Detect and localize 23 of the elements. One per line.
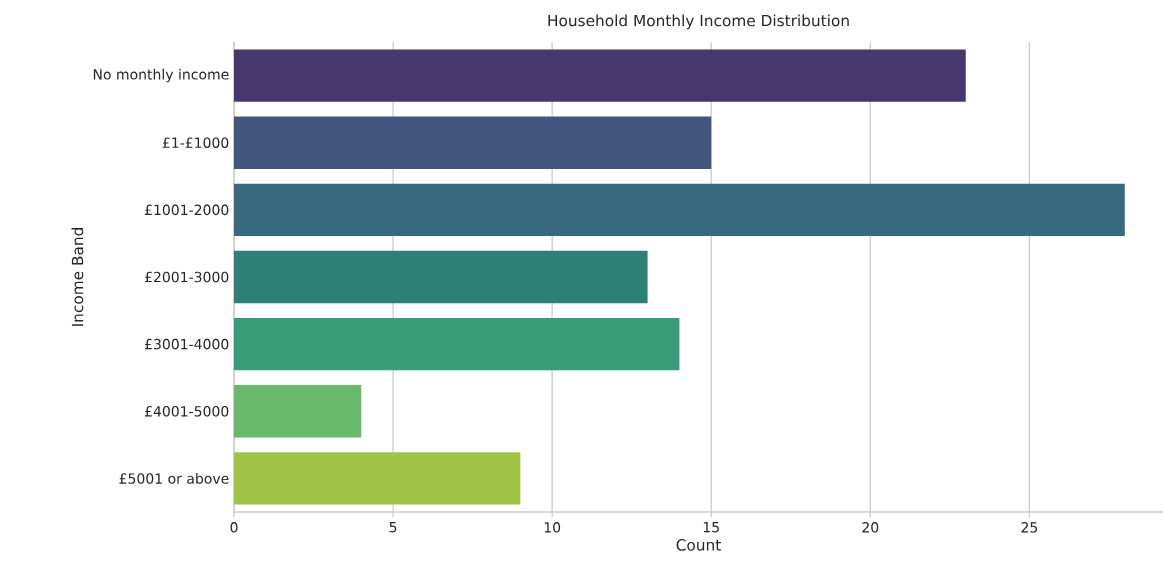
chart-title: Household Monthly Income Distribution [548, 14, 849, 30]
y-tick-label: £3001-4000 [144, 338, 229, 350]
y-tick-label: No monthly income [93, 68, 229, 83]
bar [234, 49, 966, 102]
x-tick-label: 15 [703, 522, 719, 533]
bar [234, 183, 1125, 237]
bar [234, 385, 362, 438]
bar [234, 452, 521, 505]
x-tick-label: 5 [389, 522, 397, 533]
x-tick-label: 25 [1021, 522, 1038, 533]
y-axis-title: Income Band [71, 228, 84, 326]
y-tick-label: £2001-3000 [144, 271, 229, 283]
y-tick-label: £5001 or above [119, 473, 229, 484]
x-tick-label: 10 [544, 522, 561, 533]
y-tick-label: £1001-2000 [144, 204, 229, 216]
bar [234, 250, 648, 304]
y-tick-label: £1-£1000 [162, 137, 229, 148]
bar [234, 317, 680, 371]
x-tick-label: 20 [862, 522, 879, 533]
y-tick-label: £4001-5000 [144, 405, 229, 417]
bar [234, 116, 712, 169]
x-axis-title: Count [676, 539, 721, 551]
x-tick-label: 0 [230, 522, 238, 533]
